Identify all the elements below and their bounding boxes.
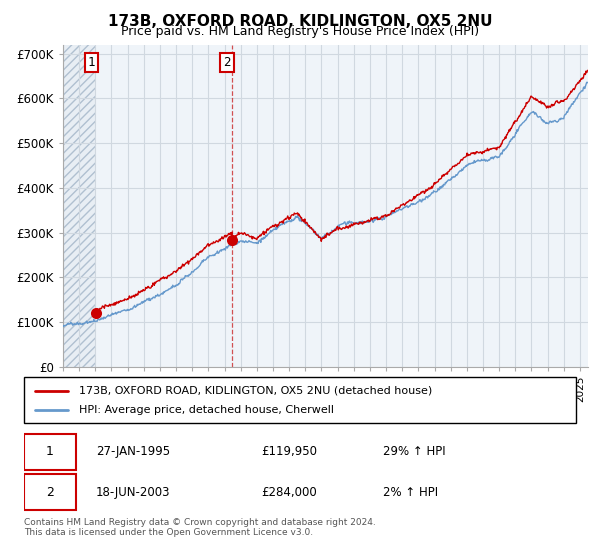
Text: £119,950: £119,950: [262, 445, 317, 459]
Text: 27-JAN-1995: 27-JAN-1995: [96, 445, 170, 459]
Text: 2% ↑ HPI: 2% ↑ HPI: [383, 486, 438, 498]
Text: 1: 1: [46, 445, 54, 459]
Bar: [63, 45, 97, 367]
Text: 2: 2: [224, 56, 231, 69]
Text: 173B, OXFORD ROAD, KIDLINGTON, OX5 2NU: 173B, OXFORD ROAD, KIDLINGTON, OX5 2NU: [108, 14, 492, 29]
Text: 29% ↑ HPI: 29% ↑ HPI: [383, 445, 445, 459]
FancyBboxPatch shape: [24, 435, 76, 470]
Text: 1: 1: [88, 56, 95, 69]
Text: 18-JUN-2003: 18-JUN-2003: [96, 486, 170, 498]
Bar: [97, 45, 588, 367]
FancyBboxPatch shape: [24, 377, 576, 423]
Text: 2: 2: [46, 486, 54, 498]
Text: 173B, OXFORD ROAD, KIDLINGTON, OX5 2NU (detached house): 173B, OXFORD ROAD, KIDLINGTON, OX5 2NU (…: [79, 386, 433, 396]
FancyBboxPatch shape: [24, 474, 76, 510]
Text: HPI: Average price, detached house, Cherwell: HPI: Average price, detached house, Cher…: [79, 405, 334, 415]
Text: Price paid vs. HM Land Registry's House Price Index (HPI): Price paid vs. HM Land Registry's House …: [121, 25, 479, 38]
Text: Contains HM Land Registry data © Crown copyright and database right 2024.
This d: Contains HM Land Registry data © Crown c…: [24, 518, 376, 538]
Text: £284,000: £284,000: [262, 486, 317, 498]
